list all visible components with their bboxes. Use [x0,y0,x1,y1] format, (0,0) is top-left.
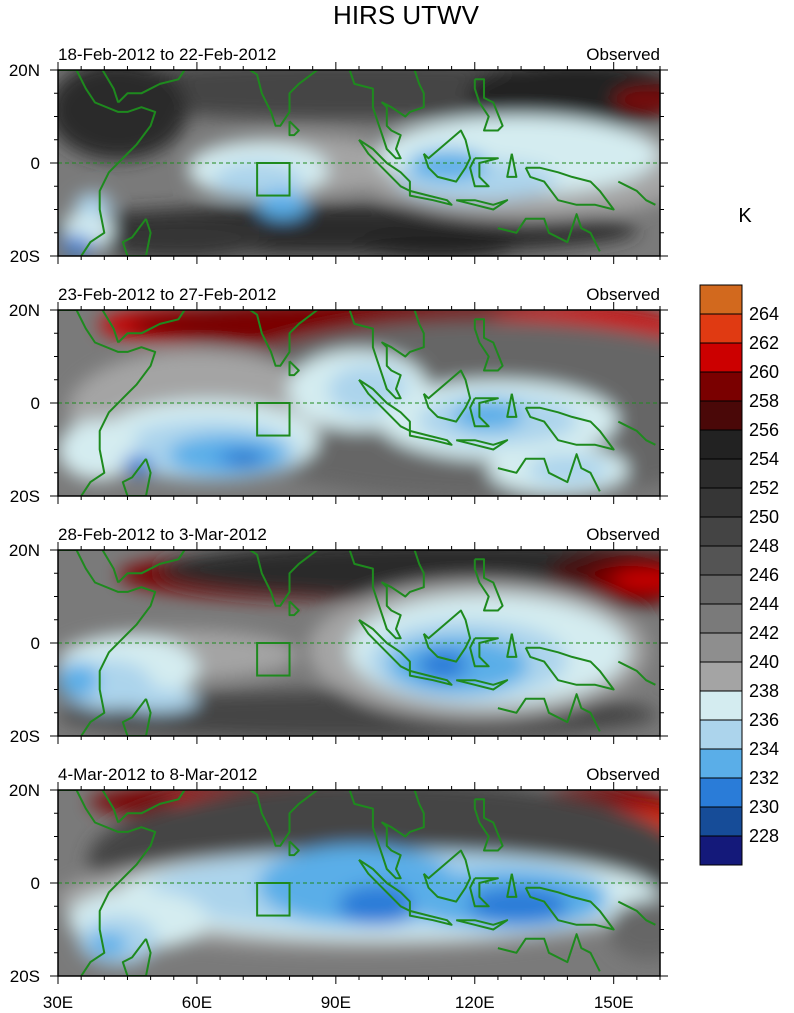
colorbar-label: 244 [749,594,779,614]
colorbar-box [699,313,743,344]
colorbar-label: 246 [749,565,779,585]
colorbar-box [699,748,743,779]
colorbar-label: 254 [749,449,779,469]
lon-label: 120E [455,993,495,1012]
panel-period: 23-Feb-2012 to 27-Feb-2012 [58,285,276,304]
colorbar-label: 250 [749,507,779,527]
colorbar-label: 258 [749,391,779,411]
colorbar-label: 236 [749,710,779,730]
coastlines [58,550,656,736]
panel-label: Observed [586,525,660,544]
colorbar-label: 238 [749,681,779,701]
panel-period: 4-Mar-2012 to 8-Mar-2012 [58,765,257,784]
colorbar-box [699,429,743,460]
colorbar-box [699,661,743,692]
colorbar-box [699,603,743,634]
colorbar-box [699,458,743,489]
colorbar-box [699,400,743,431]
figure-title: HIRS UTWV [333,0,480,30]
colorbar-label: 232 [749,768,779,788]
coastlines [58,790,656,976]
lon-label: 90E [321,993,351,1012]
panels: 20N 0 20S 18-Feb-2012 to 22-Feb-2012 Observe… [9,45,668,986]
colorbar-box [699,516,743,547]
colorbar: 264 262 260 258 256 254 252 250 248 246 244 242 240 2… [699,284,779,866]
lat-label: 20S [10,967,40,986]
map-panel: 20N 0 20S 28-Feb-2012 to 3-Mar-2012 Observed [9,525,668,746]
colorbar-label: 240 [749,652,779,672]
lat-label: 20S [10,247,40,266]
map-panel: 20N 0 20S 18-Feb-2012 to 22-Feb-2012 Observe… [9,45,668,266]
panel-period: 18-Feb-2012 to 22-Feb-2012 [58,45,276,64]
colorbar-box [699,487,743,518]
colorbar-label: 228 [749,826,779,846]
coastlines [58,310,656,496]
panel-label: Observed [586,765,660,784]
lat-label: 0 [31,394,40,413]
lat-label: 20N [9,541,40,560]
colorbar-box [699,371,743,402]
colorbar-label: 262 [749,333,779,353]
map-panel: 20N 0 20S 23-Feb-2012 to 27-Feb-2012 Observe… [9,285,668,506]
colorbar-label: 256 [749,420,779,440]
coastlines [58,70,656,256]
lon-label: 30E [43,993,73,1012]
lat-label: 0 [31,874,40,893]
colorbar-box [699,632,743,663]
lat-label: 0 [31,634,40,653]
colorbar-label: 252 [749,478,779,498]
colorbar-box [699,719,743,750]
ticks [50,782,668,984]
ticks [50,302,668,504]
colorbar-box [699,574,743,605]
lon-label: 60E [182,993,212,1012]
utwv-field [58,550,660,736]
lon-label: 150E [594,993,634,1012]
panel-period: 28-Feb-2012 to 3-Mar-2012 [58,525,267,544]
longitude-axis: 30E 60E 90E 120E 150E [43,993,634,1012]
panel-label: Observed [586,45,660,64]
colorbar-label: 242 [749,623,779,643]
lat-label: 20N [9,301,40,320]
colorbar-box [699,545,743,576]
lat-label: 20S [10,727,40,746]
colorbar-label: 248 [749,536,779,556]
panel-label: Observed [586,285,660,304]
map-panel: 20N 0 20S 4-Mar-2012 to 8-Mar-2012 Observed [9,765,668,986]
colorbar-box [699,284,743,315]
colorbar-box [699,777,743,808]
colorbar-label: 230 [749,797,779,817]
region-box [256,162,291,197]
region-box [256,882,291,917]
colorbar-box [699,806,743,837]
lat-label: 20S [10,487,40,506]
region-box [256,402,291,437]
ticks [50,542,668,744]
colorbar-label: 260 [749,362,779,382]
colorbar-box [699,342,743,373]
lat-label: 0 [31,154,40,173]
colorbar-label: 234 [749,739,779,759]
lat-label: 20N [9,781,40,800]
region-box [256,642,291,677]
colorbar-box [699,835,743,866]
colorbar-label: 264 [749,304,779,324]
colorbar-box [699,690,743,721]
unit-label: K [738,205,752,227]
ticks [50,62,668,264]
lat-label: 20N [9,61,40,80]
